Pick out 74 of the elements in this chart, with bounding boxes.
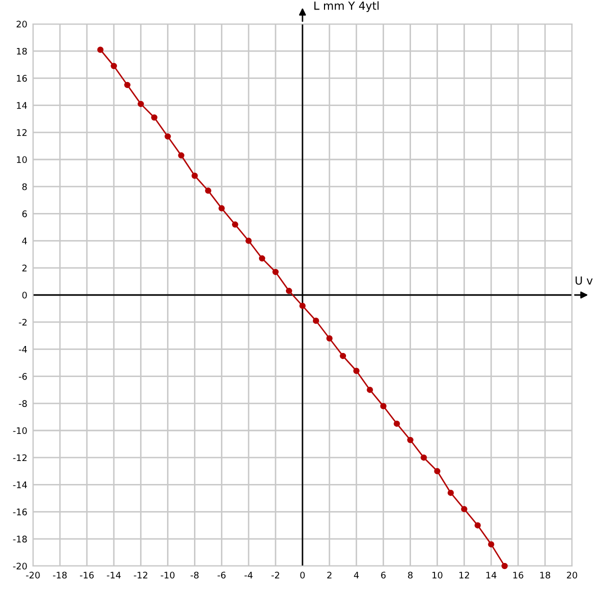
point — [272, 268, 279, 276]
y-tick-label: -8 — [18, 400, 27, 407]
x-tick-label: -18 — [53, 572, 67, 579]
y-tick-label: 4 — [22, 238, 27, 244]
point — [394, 420, 400, 427]
y-tick-label: -20 — [13, 562, 27, 570]
y-tick-label: 2 — [22, 264, 27, 272]
x-tick-label: 14 — [486, 572, 496, 578]
point — [218, 205, 225, 212]
y-tick-label: 6 — [22, 210, 27, 218]
y-tick-label: 10 — [16, 156, 27, 164]
y-tick-label: -10 — [13, 427, 27, 434]
x-tick-label: 6 — [381, 572, 386, 579]
y-tick-label: -14 — [13, 482, 27, 488]
x-tick-label: -2 — [271, 572, 280, 578]
point — [502, 562, 508, 570]
y-tick-label: -12 — [13, 454, 27, 462]
point — [353, 368, 360, 374]
y-axis-title: L mm Y 4ytl — [314, 1, 379, 12]
point — [138, 100, 144, 108]
point — [488, 541, 494, 548]
point — [178, 152, 184, 159]
x-tick-label: -8 — [190, 572, 199, 579]
point — [151, 114, 158, 121]
point — [326, 335, 333, 342]
point — [205, 188, 212, 194]
y-tick-label: 0 — [22, 292, 27, 299]
point — [192, 172, 198, 179]
x-tick-label: 12 — [459, 572, 470, 578]
point — [245, 238, 252, 244]
y-tick-label: 8 — [22, 183, 27, 190]
x-tick-label: 8 — [408, 572, 413, 579]
point — [474, 522, 481, 528]
point — [164, 133, 171, 140]
point — [380, 402, 386, 410]
y-tick-label: -18 — [13, 536, 27, 542]
point — [124, 82, 130, 88]
y-tick-label: -16 — [13, 508, 27, 516]
y-tick-label: -4 — [18, 346, 27, 353]
point — [434, 468, 440, 474]
y-tick-label: 12 — [16, 129, 27, 136]
point — [286, 288, 292, 294]
x-tick-label: -16 — [80, 572, 94, 579]
y-tick-label: 14 — [16, 102, 27, 109]
x-tick-label: 0 — [300, 572, 305, 579]
x-tick-label: -14 — [106, 572, 121, 578]
y-tick-label: 18 — [16, 48, 27, 55]
x-tick-label: -6 — [218, 572, 226, 579]
point — [420, 454, 427, 461]
x-tick-label: 18 — [540, 572, 550, 579]
x-tick-label: 4 — [354, 572, 359, 578]
point — [366, 386, 373, 393]
x-tick-label: 16 — [513, 572, 524, 579]
point — [340, 352, 346, 360]
point — [258, 255, 266, 262]
x-tick-label: 20 — [566, 572, 578, 579]
x-tick-label: -10 — [160, 572, 175, 579]
x-axis-title: U v — [576, 276, 593, 285]
point — [299, 302, 306, 309]
y-tick-label: 20 — [16, 20, 27, 28]
point — [448, 490, 454, 496]
point — [461, 506, 468, 512]
point — [110, 62, 117, 70]
y-tick-label: 16 — [16, 74, 27, 82]
x-tick-label: -4 — [244, 572, 253, 578]
y-tick-label: -2 — [18, 318, 27, 326]
point — [407, 436, 414, 444]
point — [312, 318, 320, 324]
point — [232, 221, 238, 228]
y-tick-label: -6 — [18, 373, 27, 380]
x-tick-label: 10 — [432, 572, 442, 579]
x-tick-label: -12 — [134, 572, 148, 578]
point — [97, 46, 104, 53]
x-tick-label: 2 — [327, 572, 332, 578]
